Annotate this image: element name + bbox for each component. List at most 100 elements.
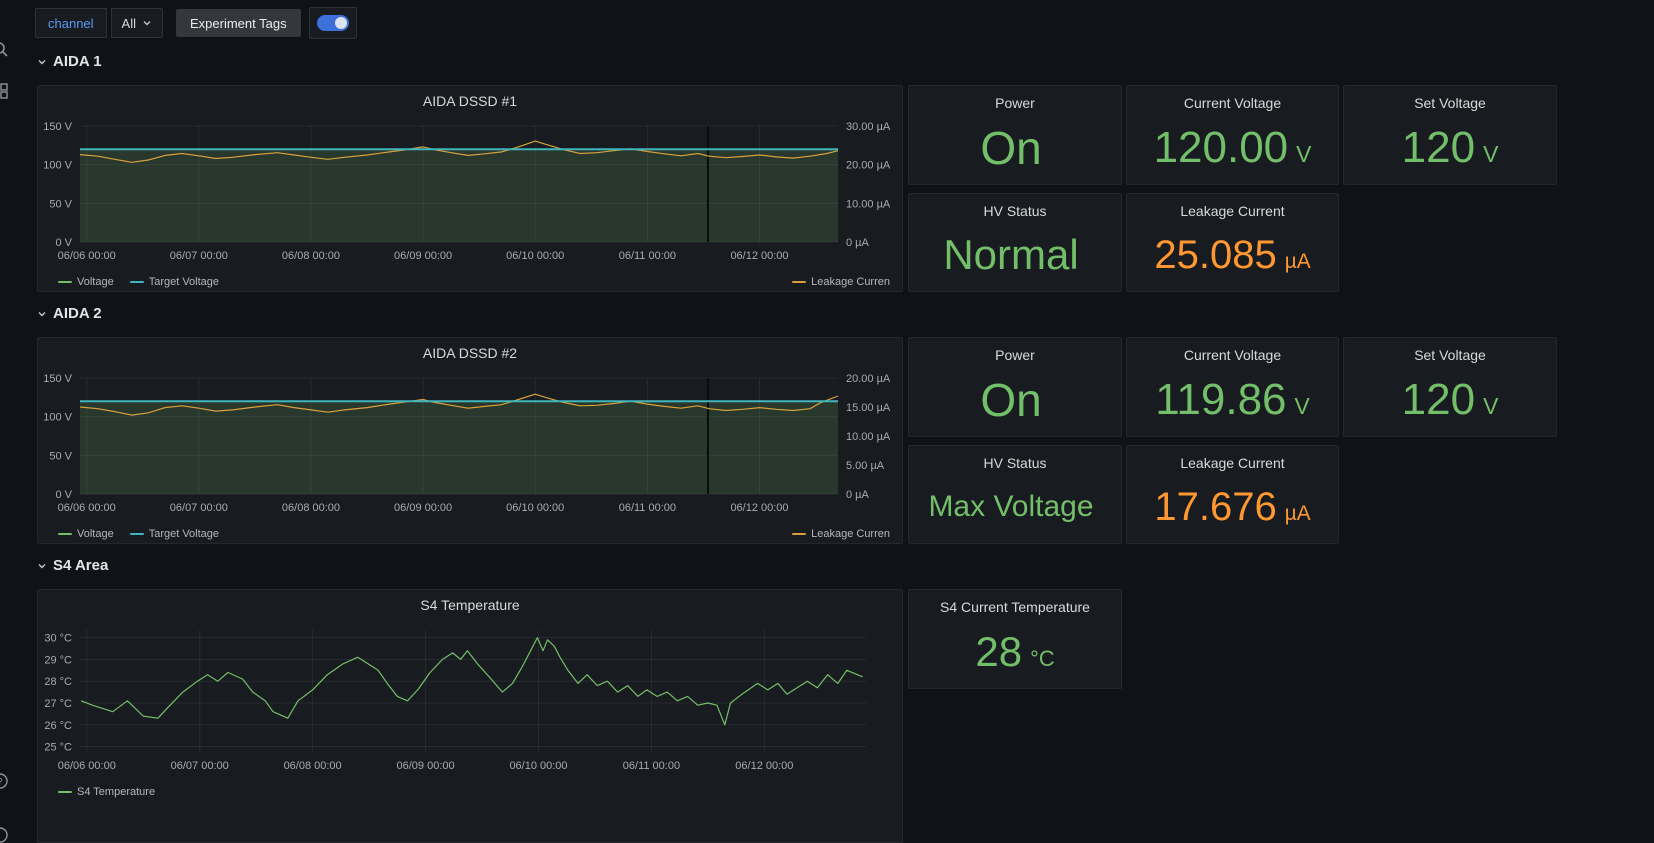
svg-text:25 °C: 25 °C — [44, 742, 72, 754]
chart-panel-s4-temperature: S4 Temperature 30 °C 29 °C 28 °C 27 °C 26 °C… — [37, 589, 903, 843]
variable-channel-label[interactable]: channel — [35, 8, 107, 38]
svg-text:06/11 00:00: 06/11 00:00 — [623, 760, 680, 772]
svg-text:06/10 00:00: 06/10 00:00 — [506, 250, 564, 262]
section-title: S4 Area — [53, 557, 109, 574]
svg-text:06/12 00:00: 06/12 00:00 — [730, 502, 788, 514]
help-icon[interactable]: ? — [0, 772, 9, 790]
svg-text:0 V: 0 V — [55, 237, 72, 249]
svg-text:15.00 µA: 15.00 µA — [846, 402, 891, 414]
svg-text:06/08 00:00: 06/08 00:00 — [282, 502, 340, 514]
stat-panel-hv-status-1: HV Status Normal — [908, 193, 1122, 292]
series-color-dash — [129, 281, 144, 283]
stat-value: 120 V — [1401, 122, 1499, 172]
search-icon[interactable] — [0, 40, 9, 58]
stat-title: Current Voltage — [1183, 95, 1282, 111]
legend-item[interactable]: Target Voltage — [129, 276, 219, 288]
stat-value: On — [980, 121, 1042, 174]
svg-text:28 °C: 28 °C — [44, 676, 72, 688]
section-header-aida-2[interactable]: AIDA 2 — [37, 305, 102, 322]
series-color-dash — [792, 533, 807, 535]
chart-legend: S4 Temperature — [38, 784, 902, 798]
chart-legend: Voltage Target Voltage Leakage Curren — [38, 526, 902, 540]
legend-item[interactable]: Voltage — [58, 276, 114, 288]
legend-item[interactable]: Leakage Curren — [792, 276, 890, 288]
svg-text:50 V: 50 V — [49, 198, 72, 210]
svg-text:06/10 00:00: 06/10 00:00 — [509, 760, 567, 772]
svg-text:0 µA: 0 µA — [846, 237, 870, 249]
panel-title: AIDA DSSD #1 — [422, 93, 518, 109]
stat-title: Leakage Current — [1180, 455, 1285, 471]
section-header-aida-1[interactable]: AIDA 1 — [37, 53, 102, 70]
svg-text:06/09 00:00: 06/09 00:00 — [394, 250, 452, 262]
svg-text:100 V: 100 V — [43, 412, 72, 424]
svg-text:06/08 00:00: 06/08 00:00 — [284, 760, 342, 772]
svg-text:06/07 00:00: 06/07 00:00 — [170, 250, 228, 262]
svg-text:06/09 00:00: 06/09 00:00 — [397, 760, 455, 772]
svg-text:06/06 00:00: 06/06 00:00 — [58, 760, 116, 772]
stat-value: 17.676 µA — [1154, 485, 1311, 529]
stat-value: 120 V — [1401, 374, 1499, 424]
stat-title: Power — [995, 347, 1035, 363]
stat-panel-leakage-current-1: Leakage Current 25.085 µA — [1126, 193, 1339, 292]
stat-panel-current-voltage-1: Current Voltage 120.00 V — [1126, 85, 1339, 185]
chart-panel-aida-dssd-1: AIDA DSSD #1 150 V 100 V 50 V 0 V 30.00 µA 20… — [37, 85, 903, 292]
stat-panel-hv-status-2: HV Status Max Voltage — [908, 445, 1122, 544]
time-series-chart-aida-2[interactable]: 150 V 100 V 50 V 0 V 20.00 µA 15.00 µA 10.00 µ… — [38, 366, 900, 518]
series-color-dash — [792, 281, 807, 283]
experiment-tags-toggle[interactable] — [316, 15, 349, 31]
section-header-s4-area[interactable]: S4 Area — [37, 557, 108, 574]
stat-title: Current Voltage — [1183, 347, 1282, 363]
series-color-dash — [58, 791, 72, 793]
stat-value: 120.00 V — [1153, 122, 1312, 172]
svg-text:06/12 00:00: 06/12 00:00 — [730, 250, 788, 262]
svg-text:150 V: 150 V — [43, 373, 72, 385]
stat-value: 25.085 µA — [1154, 233, 1311, 277]
left-sidebar: ? — [0, 0, 13, 843]
svg-text:5.00 µA: 5.00 µA — [846, 460, 885, 472]
stat-title: Leakage Current — [1180, 203, 1285, 219]
stat-panel-set-voltage-1: Set Voltage 120 V — [1343, 85, 1557, 185]
stat-title: HV Status — [983, 203, 1047, 219]
svg-text:150 V: 150 V — [43, 121, 72, 133]
svg-text:06/06 00:00: 06/06 00:00 — [58, 502, 116, 514]
svg-text:26 °C: 26 °C — [44, 720, 72, 732]
svg-text:06/09 00:00: 06/09 00:00 — [394, 502, 452, 514]
svg-text:50 V: 50 V — [49, 450, 72, 462]
svg-text:?: ? — [0, 777, 3, 787]
stat-value: 119.86 V — [1155, 374, 1310, 424]
toggle-knob — [334, 17, 347, 29]
chevron-down-icon — [38, 59, 46, 64]
stat-panel-set-voltage-2: Set Voltage 120 V — [1343, 337, 1557, 437]
time-series-chart-aida-1[interactable]: 150 V 100 V 50 V 0 V 30.00 µA 20.00 µA 10.00 µ… — [38, 114, 900, 266]
svg-text:0 µA: 0 µA — [846, 489, 870, 501]
time-series-chart-s4[interactable]: 30 °C 29 °C 28 °C 27 °C 26 °C 25 °C 06/06 00:0… — [38, 618, 900, 776]
svg-text:06/10 00:00: 06/10 00:00 — [506, 502, 564, 514]
dashboards-icon[interactable] — [0, 82, 9, 100]
stat-value: Normal — [943, 231, 1079, 278]
variable-channel-dropdown[interactable]: All — [110, 8, 163, 38]
legend-item[interactable]: Leakage Curren — [792, 528, 890, 540]
series-color-dash — [129, 533, 144, 535]
svg-text:20.00 µA: 20.00 µA — [846, 160, 891, 172]
section-title: AIDA 1 — [53, 53, 102, 70]
toggle-container — [308, 7, 357, 39]
stat-title: Set Voltage — [1414, 347, 1486, 363]
series-color-dash — [58, 533, 72, 535]
svg-text:0 V: 0 V — [55, 489, 72, 501]
legend-item[interactable]: Voltage — [58, 528, 114, 540]
legend-item[interactable]: Target Voltage — [129, 528, 219, 540]
svg-text:06/08 00:00: 06/08 00:00 — [282, 250, 340, 262]
chevron-down-icon — [38, 563, 46, 568]
legend-item[interactable]: S4 Temperature — [58, 786, 155, 798]
stat-panel-s4-current-temperature: S4 Current Temperature 28 °C — [908, 589, 1122, 689]
series-color-dash — [58, 281, 72, 283]
section-title: AIDA 2 — [53, 305, 102, 322]
experiment-tags-button[interactable]: Experiment Tags — [176, 9, 301, 37]
stat-panel-power-1: Power On — [908, 85, 1122, 185]
svg-text:06/11 00:00: 06/11 00:00 — [619, 250, 676, 262]
stat-title: Set Voltage — [1414, 95, 1486, 111]
stat-panel-leakage-current-2: Leakage Current 17.676 µA — [1126, 445, 1339, 544]
profile-icon[interactable] — [0, 826, 9, 843]
